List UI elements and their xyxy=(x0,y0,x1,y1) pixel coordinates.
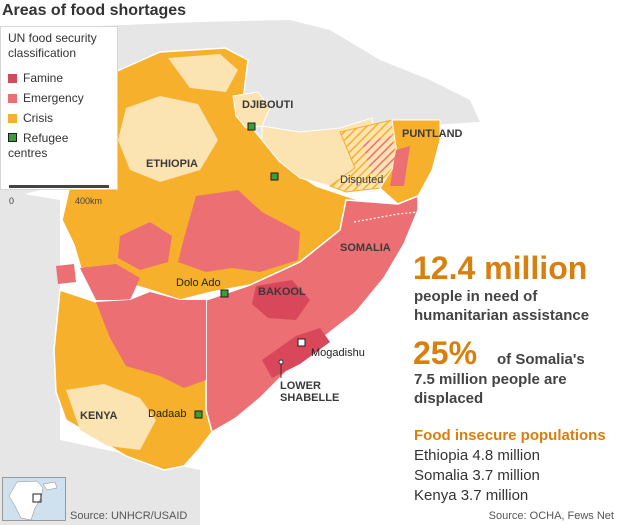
refugee-centre-dolo-ado xyxy=(220,289,229,298)
food-insecure-country: Kenya xyxy=(414,487,457,504)
kenya-unclassified xyxy=(66,384,156,450)
people-in-need-number: 12.4 million xyxy=(413,250,588,286)
label-dolo-ado: Dolo Ado xyxy=(176,277,221,289)
legend-heading: UN food security classification xyxy=(8,31,97,60)
bakool-famine xyxy=(252,280,310,320)
label-disputed: Disputed xyxy=(340,174,384,186)
source-left: Source: UNHCR/USAID xyxy=(70,510,188,522)
locator-inset-map xyxy=(8,480,58,520)
refugee-centre-swatch xyxy=(8,133,17,142)
disputed-area-red xyxy=(362,136,396,176)
scale-end: 400km xyxy=(75,196,103,206)
food-insecure-country: Somalia xyxy=(414,467,469,484)
displaced-desc-part2: 7.5 million people are displaced xyxy=(414,371,567,407)
kenya-emergency xyxy=(96,292,206,388)
crisis-swatch xyxy=(8,114,17,123)
legend-label-refugee: Refugee centres xyxy=(8,131,69,160)
lower-shabelle-dot xyxy=(278,359,284,365)
food-insecure-value: 4.8 million xyxy=(472,447,540,464)
food-insecure-row-kenya: Kenya 3.7 million xyxy=(414,487,528,504)
puntland-dotted-border xyxy=(353,211,419,223)
food-insecure-value: 3.7 million xyxy=(460,487,529,504)
ethiopia-emergency-2 xyxy=(118,222,172,270)
land-west xyxy=(0,190,60,500)
somalia-crisis-patch xyxy=(306,206,338,236)
somalia-south xyxy=(205,194,419,434)
people-in-need-desc: people in need of humanitarian assistanc… xyxy=(414,288,590,324)
emergency-swatch xyxy=(8,94,17,103)
mogadishu-marker xyxy=(297,338,306,347)
food-insecure-heading: Food insecure populations xyxy=(414,427,606,444)
ethiopia-emergency xyxy=(178,190,300,272)
ethiopia-unclassified xyxy=(118,96,218,182)
legend-label-crisis: Crisis xyxy=(23,111,53,125)
scale-bar xyxy=(9,185,109,188)
ethiopia-unclassified-north xyxy=(168,54,238,92)
scale-start: 0 xyxy=(9,196,15,206)
legend-item-crisis: Crisis xyxy=(8,111,53,126)
label-mogadishu: Mogadishu xyxy=(311,347,365,359)
uganda-emergency xyxy=(56,264,76,284)
locator-inset xyxy=(2,477,66,521)
legend-label-famine: Famine xyxy=(23,71,64,85)
food-insecure-country: Ethiopia xyxy=(414,447,469,464)
legend: UN food security classification Famine E… xyxy=(0,26,118,206)
famine-swatch xyxy=(8,74,17,83)
label-bakool: BAKOOL xyxy=(258,286,306,298)
label-somalia: SOMALIA xyxy=(340,242,391,254)
puntland-emergency xyxy=(390,146,410,186)
map-title: Areas of food shortages xyxy=(2,2,187,19)
ethiopia-emergency-3 xyxy=(80,264,140,300)
label-dadaab: Dadaab xyxy=(148,408,187,420)
label-lower-shabelle: LOWER SHABELLE xyxy=(280,380,340,404)
food-insecure-value: 3.7 million xyxy=(472,467,540,484)
displaced-percent: 25% xyxy=(413,335,478,371)
lower-shabelle-famine xyxy=(262,328,330,378)
food-insecure-row-somalia: Somalia 3.7 million xyxy=(414,467,540,484)
refugee-centre-djibouti xyxy=(247,122,256,131)
refugee-centre-dadaab xyxy=(194,410,203,419)
label-puntland: PUNTLAND xyxy=(402,128,463,140)
legend-item-refugee: Refugee centres xyxy=(8,131,108,161)
refugee-centre-ethiopia xyxy=(270,172,279,181)
displaced-desc-part1: of Somalia's xyxy=(497,351,585,368)
legend-item-famine: Famine xyxy=(8,71,63,86)
label-ethiopia: ETHIOPIA xyxy=(146,158,198,170)
source-right: Source: OCHA, Fews Net xyxy=(488,510,614,522)
legend-item-emergency: Emergency xyxy=(8,91,84,106)
food-insecure-row-ethiopia: Ethiopia 4.8 million xyxy=(414,447,540,464)
label-kenya: KENYA xyxy=(80,410,118,422)
legend-label-emergency: Emergency xyxy=(23,91,84,105)
label-djibouti: DJIBOUTI xyxy=(242,99,294,111)
